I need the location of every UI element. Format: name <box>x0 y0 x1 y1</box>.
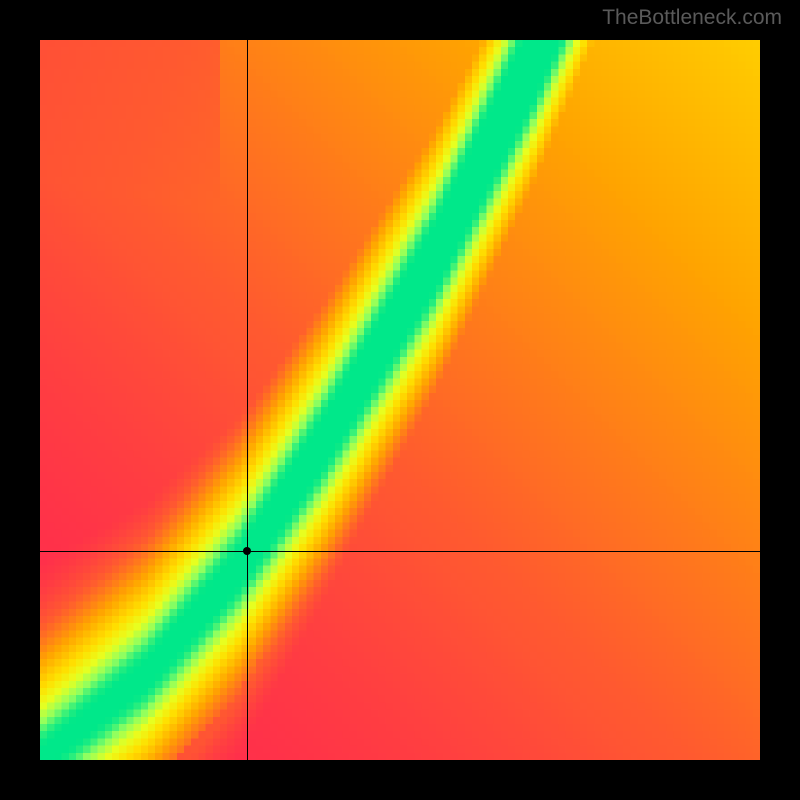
crosshair-marker <box>243 547 251 555</box>
watermark-text: TheBottleneck.com <box>602 6 782 30</box>
crosshair-vertical <box>247 40 248 760</box>
heatmap-canvas <box>40 40 760 760</box>
heatmap-plot <box>40 40 760 760</box>
crosshair-horizontal <box>40 551 760 552</box>
